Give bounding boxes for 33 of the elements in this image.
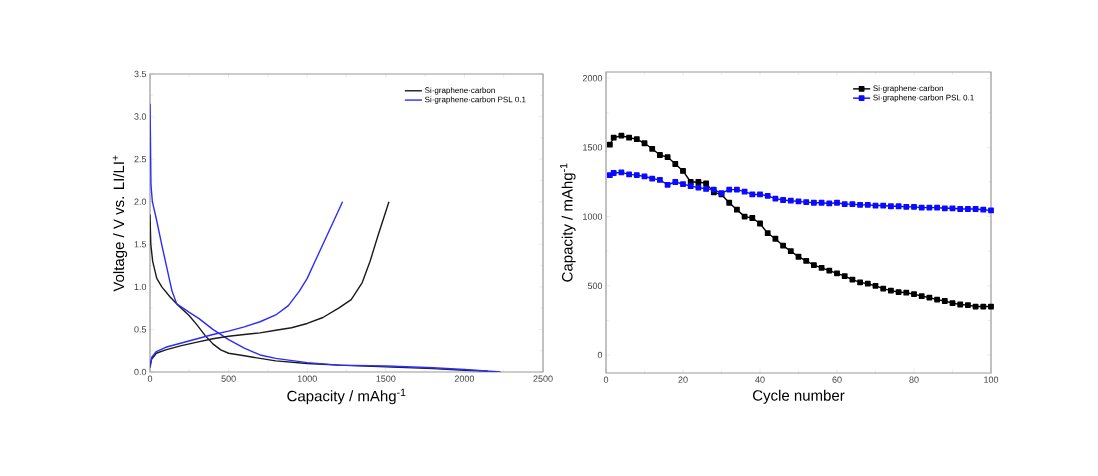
x-axis-title: Cycle number (753, 389, 845, 404)
y-tick-label: 500 (587, 282, 603, 289)
x-tick-label: 80 (909, 376, 919, 383)
legend-label: Si·graphene·carbon (873, 85, 944, 93)
y-axis-title: Capacity / mAhg$^{-1}$ (560, 163, 576, 282)
x-tick-label: 2000 (454, 375, 475, 382)
y-tick-label: 0.5 (134, 326, 147, 333)
legend-label: Si·graphene·carbon (424, 87, 495, 95)
y-tick-label: 2.0 (134, 198, 147, 205)
y-tick-label: 1500 (583, 144, 603, 151)
y-tick-label: 2000 (582, 75, 603, 82)
y-tick-label: 3.5 (134, 70, 147, 78)
x-tick-label: 500 (221, 375, 236, 382)
y-tick-label: 1.5 (134, 241, 147, 248)
x-tick-label: 100 (984, 376, 999, 383)
x-tick-label: 1000 (297, 375, 317, 382)
legend-label: Si·graphene·carbon PSL 0.1 (424, 96, 526, 104)
y-tick-label: 0 (597, 351, 603, 359)
x-tick-label: 40 (755, 376, 765, 383)
y-tick-label: 1.0 (134, 283, 147, 291)
y-tick-label: 3.0 (134, 113, 147, 120)
y-tick-label: 2.5 (134, 155, 147, 163)
x-tick-label: 2500 (533, 375, 553, 382)
x-tick-label: 0 (147, 375, 153, 382)
x-tick-label: 60 (832, 376, 842, 383)
y-axis-title: Voltage / V vs. LI/LI$^{+}$ (112, 155, 128, 292)
x-tick-label: 0 (603, 376, 609, 383)
y-tick-label: 0.0 (134, 368, 147, 376)
x-axis-title: Capacity / mAhg$^{-1}$ (287, 388, 406, 405)
x-tick-label: 1500 (376, 375, 396, 382)
x-tick-label: 20 (678, 376, 688, 383)
y-tick-label: 1000 (583, 213, 603, 220)
legend-label: Si·graphene·carbon PSL 0.1 (873, 94, 974, 102)
